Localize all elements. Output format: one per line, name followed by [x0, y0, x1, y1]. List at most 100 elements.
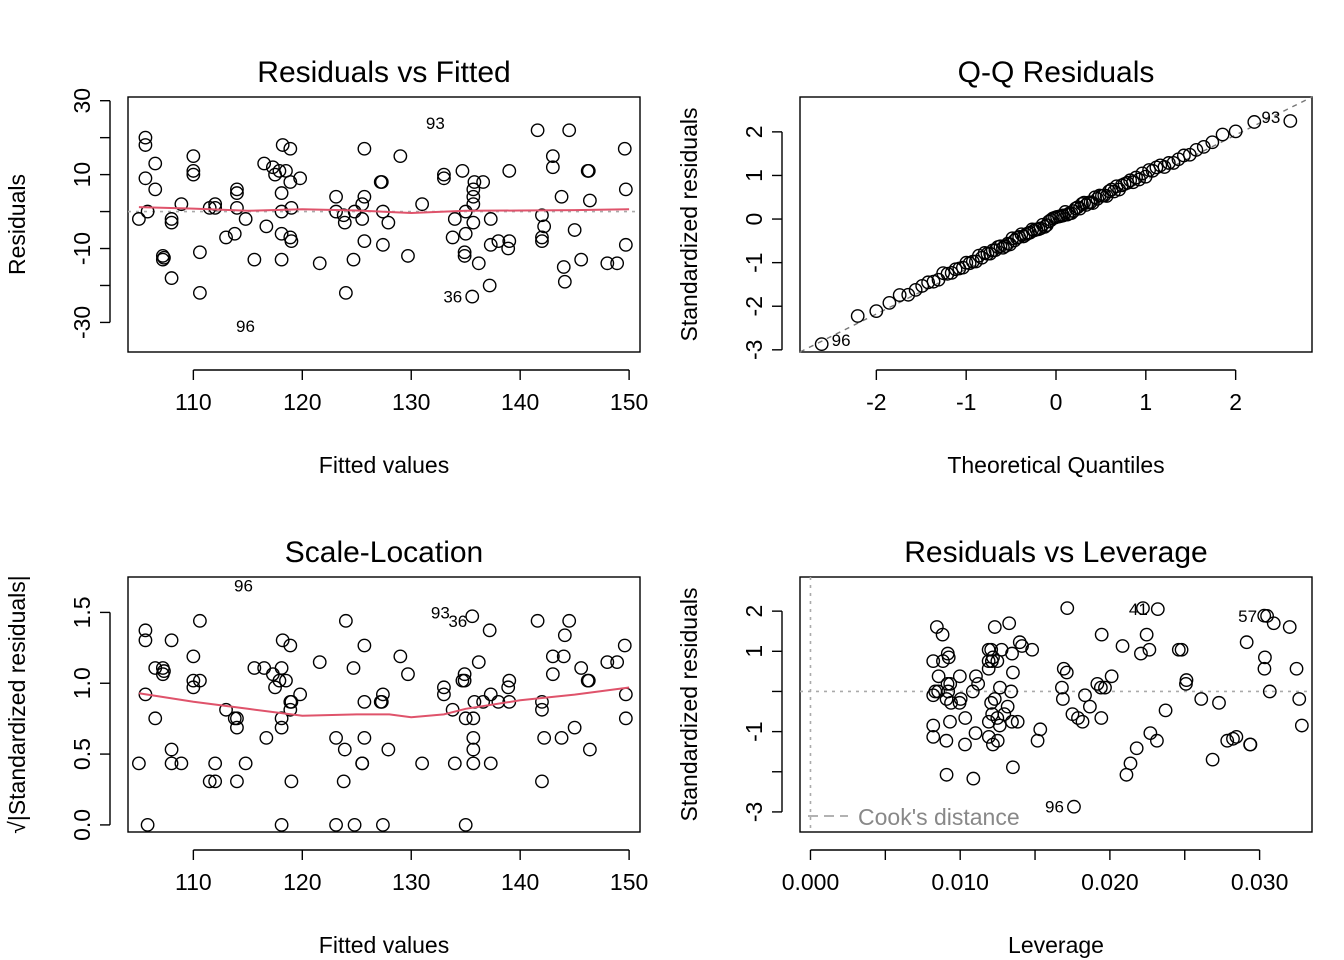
data-point: [312, 256, 327, 271]
data-point: [275, 633, 290, 648]
data-point: [943, 714, 957, 729]
data-point: [1205, 135, 1220, 150]
data-point: [415, 756, 430, 771]
data-point: [376, 818, 390, 832]
data-point: [247, 252, 262, 267]
data-point: [990, 733, 1005, 748]
data-point: [537, 730, 552, 745]
data-point: [373, 175, 388, 189]
data-point: [562, 613, 577, 628]
data-point: [337, 742, 352, 757]
data-point: [618, 237, 633, 252]
y-tick-label: -1: [741, 252, 767, 272]
data-point: [357, 234, 372, 249]
data-point: [535, 208, 549, 223]
point-id-label: 93: [426, 114, 445, 133]
data-point: [986, 737, 1000, 752]
data-point: [882, 295, 897, 310]
data-point: [164, 212, 179, 226]
data-point: [530, 613, 545, 628]
data-point: [1161, 156, 1176, 170]
data-point: [502, 234, 517, 249]
x-tick-label: 140: [501, 389, 539, 415]
point-id-label: 96: [234, 577, 253, 596]
data-point: [1157, 160, 1172, 174]
data-point: [984, 695, 999, 710]
data-point: [283, 702, 298, 717]
plot-frame: [799, 576, 1313, 833]
data-point: [491, 234, 506, 249]
data-point: [1055, 680, 1069, 695]
data-point: [274, 226, 289, 241]
data-point: [466, 730, 481, 745]
data-point: [582, 193, 597, 208]
data-point: [1077, 195, 1091, 210]
x-tick-label: 1: [1139, 389, 1152, 415]
data-point: [457, 667, 472, 682]
data-point: [483, 756, 498, 771]
chart-title: Residuals vs Leverage: [904, 536, 1208, 569]
data-point: [401, 249, 415, 263]
data-point: [1260, 609, 1274, 623]
y-tick-label: -10: [69, 232, 95, 265]
data-point: [272, 164, 287, 178]
data-point: [329, 204, 343, 219]
data-point: [1215, 127, 1230, 142]
data-point: [581, 673, 596, 688]
data-point: [981, 661, 996, 676]
data-point: [554, 730, 569, 745]
y-axis-label: Residuals: [4, 174, 30, 275]
data-point: [374, 694, 389, 709]
data-point: [131, 212, 146, 226]
data-point: [908, 282, 923, 297]
data-point: [556, 260, 571, 274]
data-point: [401, 667, 415, 682]
data-point: [1104, 669, 1119, 684]
data-point: [247, 661, 262, 675]
data-point: [987, 692, 1002, 706]
data-point: [617, 141, 632, 156]
y-tick-label: -3: [741, 340, 767, 360]
data-point: [567, 720, 582, 735]
data-point: [483, 687, 498, 702]
data-point: [1239, 635, 1254, 650]
data-point: [997, 707, 1012, 722]
data-point: [357, 638, 372, 653]
smooth-line: [138, 206, 630, 215]
data-point: [1055, 692, 1070, 706]
data-point: [148, 661, 163, 675]
data-point: [466, 189, 481, 204]
x-tick-label: 2: [1229, 389, 1242, 415]
x-tick-label: 0.030: [1231, 869, 1289, 895]
data-point: [1229, 730, 1244, 744]
plot-frame: [127, 96, 641, 353]
data-point: [238, 756, 253, 771]
x-tick-label: 130: [392, 389, 430, 415]
data-point: [329, 818, 343, 832]
data-point: [447, 756, 462, 771]
y-tick-label: 30: [69, 88, 95, 114]
data-point: [1075, 714, 1090, 729]
data-point: [1226, 731, 1240, 746]
data-point: [1015, 639, 1029, 653]
data-point: [483, 212, 498, 226]
data-point: [535, 234, 549, 249]
data-point: [257, 661, 272, 675]
data-point: [357, 189, 372, 204]
chart-title: Residuals vs Fitted: [257, 56, 510, 89]
data-point: [1228, 124, 1243, 139]
data-point: [357, 730, 372, 745]
data-point: [157, 664, 171, 678]
cooks-legend-label: Cook's distance: [858, 804, 1020, 830]
data-point: [192, 245, 207, 260]
data-point: [148, 182, 163, 197]
data-point: [476, 694, 491, 709]
data-point: [1129, 741, 1144, 756]
data-point: [996, 240, 1010, 255]
data-point: [921, 275, 936, 290]
data-point: [971, 676, 986, 691]
data-point: [1220, 733, 1235, 748]
data-point: [447, 212, 462, 226]
data-point: [164, 633, 179, 648]
